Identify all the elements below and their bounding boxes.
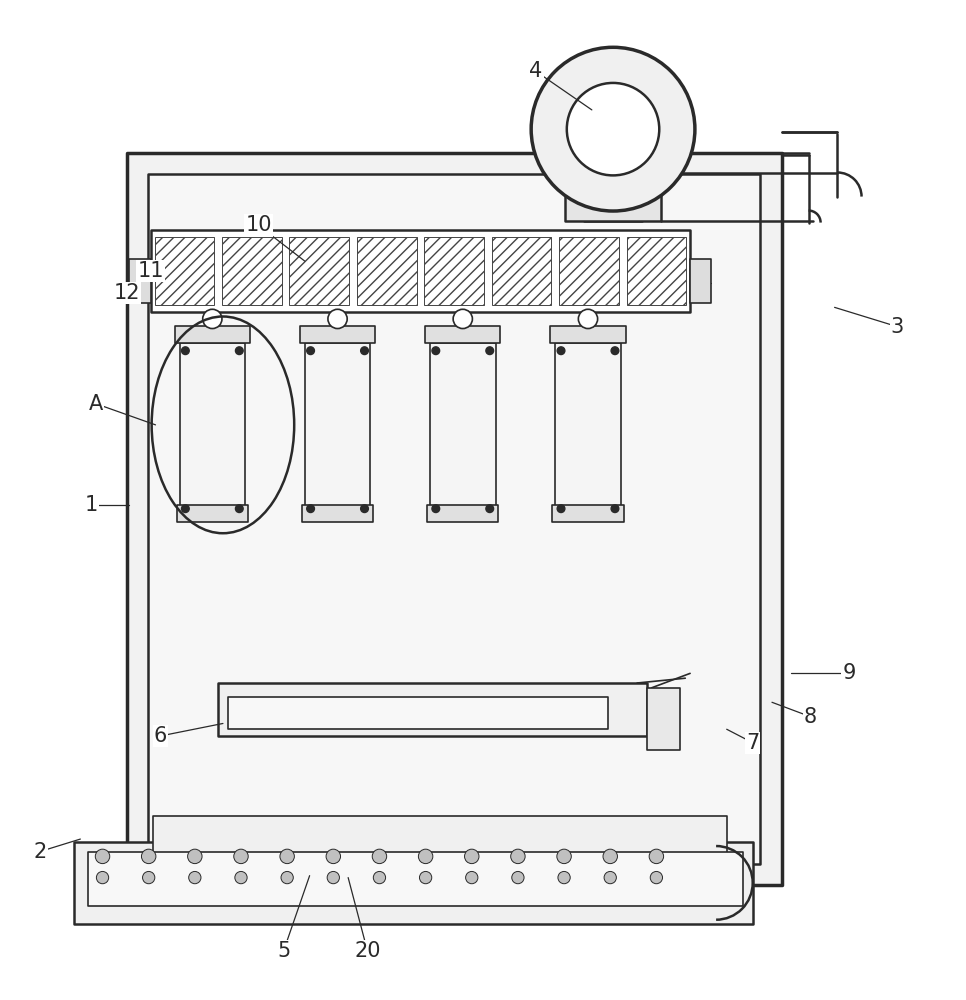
Bar: [175, 326, 250, 343]
Circle shape: [373, 871, 385, 884]
Text: 3: 3: [891, 317, 904, 337]
Bar: [430, 343, 496, 514]
Bar: [425, 326, 500, 343]
Bar: [492, 237, 552, 305]
Bar: [553, 505, 624, 522]
Circle shape: [327, 871, 339, 884]
Bar: [218, 683, 647, 736]
Circle shape: [236, 505, 243, 513]
Circle shape: [557, 505, 565, 513]
Circle shape: [97, 871, 108, 884]
Circle shape: [511, 849, 526, 864]
Text: 10: 10: [245, 215, 271, 235]
Text: 11: 11: [137, 261, 164, 281]
Bar: [555, 343, 621, 514]
Bar: [222, 237, 282, 305]
Bar: [584, 153, 642, 221]
Circle shape: [281, 871, 294, 884]
Circle shape: [465, 849, 479, 864]
Text: A: A: [89, 394, 103, 414]
Bar: [155, 237, 214, 305]
Circle shape: [236, 347, 243, 355]
Circle shape: [418, 849, 433, 864]
Circle shape: [203, 309, 222, 329]
Circle shape: [280, 849, 295, 864]
Bar: [300, 326, 375, 343]
Bar: [305, 343, 370, 514]
Circle shape: [143, 871, 155, 884]
Circle shape: [327, 309, 347, 329]
Bar: [127, 153, 781, 885]
Circle shape: [611, 347, 619, 355]
Bar: [129, 259, 151, 303]
Circle shape: [141, 849, 156, 864]
Text: 4: 4: [529, 61, 543, 81]
Text: 8: 8: [804, 707, 817, 727]
Text: 5: 5: [277, 941, 290, 961]
Circle shape: [432, 505, 440, 513]
Circle shape: [558, 871, 570, 884]
Circle shape: [307, 505, 315, 513]
Bar: [73, 842, 753, 924]
Bar: [627, 237, 686, 305]
Circle shape: [604, 871, 616, 884]
Bar: [180, 343, 245, 514]
Circle shape: [512, 871, 525, 884]
Circle shape: [531, 47, 695, 211]
Bar: [565, 173, 661, 221]
Circle shape: [432, 347, 440, 355]
Bar: [356, 237, 416, 305]
Circle shape: [182, 505, 189, 513]
Bar: [551, 326, 626, 343]
Circle shape: [611, 505, 619, 513]
Text: 12: 12: [113, 283, 140, 303]
Text: 6: 6: [154, 726, 167, 746]
Circle shape: [182, 347, 189, 355]
Bar: [302, 505, 373, 522]
Circle shape: [486, 505, 494, 513]
Circle shape: [603, 849, 617, 864]
Circle shape: [466, 871, 478, 884]
Circle shape: [96, 849, 110, 864]
Circle shape: [360, 347, 368, 355]
Text: 7: 7: [746, 733, 759, 753]
Circle shape: [307, 347, 315, 355]
Bar: [151, 230, 690, 312]
Bar: [228, 697, 609, 729]
Circle shape: [327, 849, 341, 864]
Circle shape: [650, 871, 663, 884]
Circle shape: [567, 83, 659, 175]
Bar: [427, 505, 498, 522]
Circle shape: [486, 347, 494, 355]
Bar: [290, 237, 349, 305]
Circle shape: [579, 309, 598, 329]
Bar: [647, 688, 680, 750]
Circle shape: [649, 849, 664, 864]
Bar: [177, 505, 248, 522]
Circle shape: [419, 871, 432, 884]
Circle shape: [556, 849, 571, 864]
Circle shape: [372, 849, 386, 864]
Bar: [153, 816, 726, 854]
Circle shape: [360, 505, 368, 513]
Circle shape: [187, 849, 202, 864]
Circle shape: [557, 347, 565, 355]
Text: 2: 2: [33, 842, 46, 862]
Circle shape: [188, 871, 201, 884]
Bar: [424, 237, 484, 305]
Text: 9: 9: [842, 663, 856, 683]
Text: 1: 1: [84, 495, 98, 515]
Text: 20: 20: [355, 941, 381, 961]
Bar: [148, 174, 760, 864]
Bar: [559, 237, 619, 305]
Bar: [88, 852, 743, 906]
Circle shape: [235, 871, 247, 884]
Bar: [690, 259, 711, 303]
Circle shape: [234, 849, 248, 864]
Circle shape: [453, 309, 472, 329]
